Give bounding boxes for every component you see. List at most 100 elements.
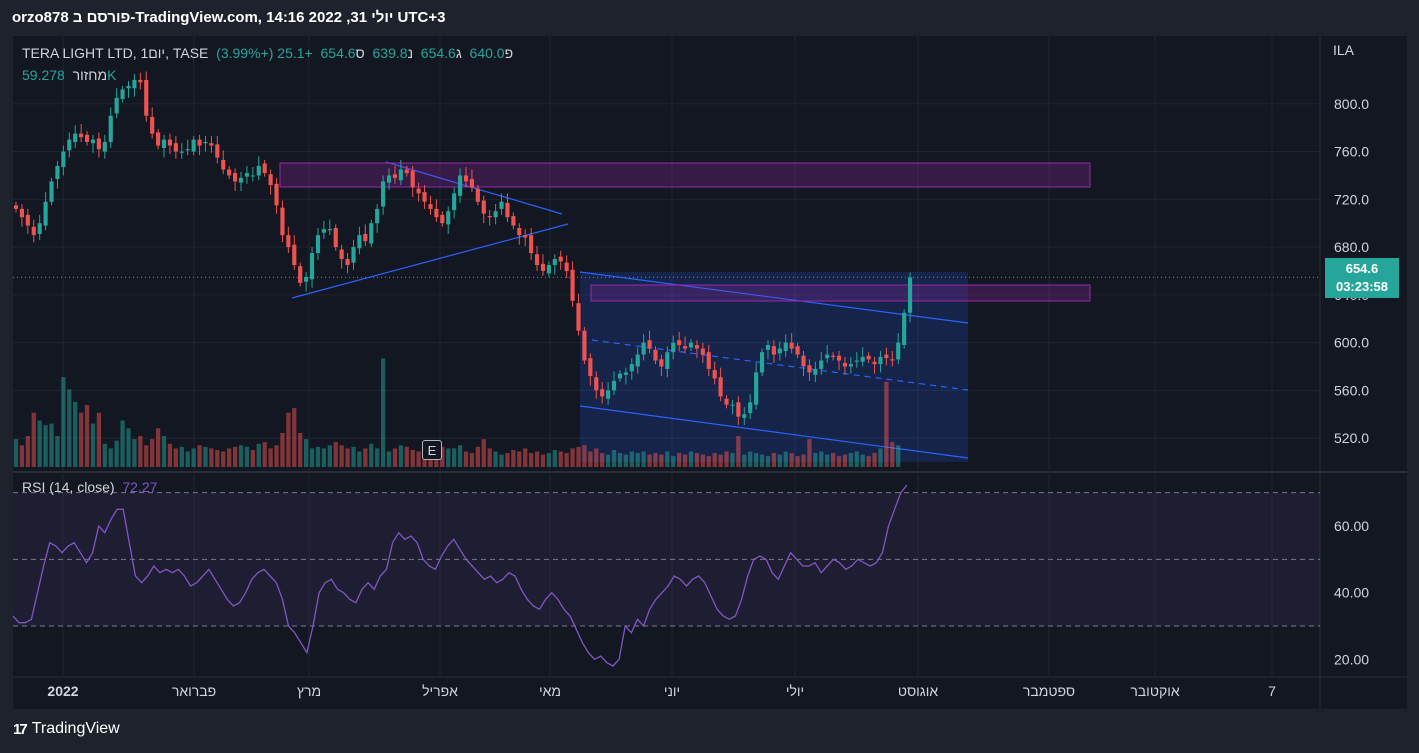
price-tick-label: 760.0 bbox=[1334, 144, 1369, 160]
volume-bar bbox=[493, 451, 498, 467]
volume-bar bbox=[215, 449, 220, 467]
volume-bar bbox=[150, 439, 155, 467]
price-tick-label: 800.0 bbox=[1334, 96, 1369, 112]
volume-bar bbox=[369, 443, 374, 467]
bar-countdown: 03:23:58 bbox=[1335, 279, 1389, 294]
volume-bar bbox=[588, 451, 593, 467]
candle-body bbox=[902, 312, 907, 346]
volume-bar bbox=[558, 451, 563, 467]
volume-label[interactable]: מחזור bbox=[72, 67, 108, 83]
candle-body bbox=[114, 97, 119, 114]
candle-body bbox=[825, 354, 830, 359]
volume-bar bbox=[268, 448, 273, 467]
candle-body bbox=[517, 227, 522, 236]
volume-bar bbox=[511, 449, 516, 467]
candle-body bbox=[724, 398, 729, 405]
volume-bar bbox=[392, 448, 398, 467]
candle-body bbox=[831, 355, 836, 357]
candle-body bbox=[416, 188, 421, 194]
rsi-tick-label: 20.00 bbox=[1334, 651, 1369, 667]
candle-body bbox=[244, 173, 249, 177]
volume-bar bbox=[298, 432, 303, 467]
candle-body bbox=[842, 362, 848, 367]
candle-body bbox=[61, 151, 66, 168]
footer-branding[interactable]: 17 TradingView bbox=[13, 720, 120, 738]
symbol-label[interactable]: TERA LIGHT LTD, 1יום, TASE bbox=[22, 45, 209, 61]
chart-panel[interactable] bbox=[13, 36, 1407, 709]
candle-body bbox=[647, 340, 652, 349]
candle-body bbox=[558, 256, 563, 262]
candle-body bbox=[765, 345, 771, 350]
volume-bar bbox=[155, 428, 161, 467]
candle-body bbox=[783, 342, 788, 351]
candle-body bbox=[398, 169, 403, 181]
volume-bar bbox=[19, 445, 25, 467]
candle-body bbox=[475, 188, 480, 202]
volume-bar bbox=[446, 448, 451, 467]
candle-body bbox=[363, 233, 368, 242]
volume-bar bbox=[623, 454, 628, 467]
candle-body bbox=[321, 229, 326, 233]
volume-bar bbox=[730, 453, 735, 467]
volume-bar bbox=[842, 454, 848, 467]
volume-bar bbox=[647, 454, 652, 467]
volume-bar bbox=[481, 439, 486, 467]
volume-bar bbox=[315, 446, 321, 467]
candle-body bbox=[813, 368, 818, 375]
candle-body bbox=[452, 193, 457, 211]
candle-body bbox=[126, 85, 131, 89]
candle-body bbox=[375, 208, 380, 224]
rsi-value: 72.27 bbox=[122, 479, 158, 495]
candle-body bbox=[333, 227, 338, 248]
candle-body bbox=[422, 192, 427, 202]
candle-body bbox=[31, 226, 36, 236]
volume-bar bbox=[517, 451, 522, 467]
candle-body bbox=[268, 174, 273, 185]
candle-body bbox=[611, 380, 617, 391]
volume-bar bbox=[43, 425, 48, 467]
candle-body bbox=[469, 179, 474, 188]
time-tick-label: מרץ bbox=[297, 683, 321, 699]
candle-body bbox=[493, 211, 498, 218]
time-tick-label: אוגוסט bbox=[898, 683, 939, 699]
volume-bar bbox=[694, 453, 700, 467]
candle-body bbox=[759, 352, 765, 373]
volume-bar bbox=[854, 451, 859, 467]
candle-body bbox=[173, 143, 178, 152]
low-value: 639.8 bbox=[372, 45, 408, 61]
volume-bar bbox=[653, 453, 658, 467]
rsi-label[interactable]: RSI (14, close) bbox=[22, 479, 115, 495]
candle-body bbox=[209, 143, 214, 146]
volume-bar bbox=[457, 445, 463, 467]
earnings-marker[interactable]: E bbox=[422, 440, 442, 460]
time-tick-label: מאי bbox=[539, 683, 561, 699]
volume-bar bbox=[830, 453, 836, 467]
volume-bar bbox=[765, 456, 771, 467]
rsi-tick-label: 40.00 bbox=[1334, 585, 1369, 601]
volume-bar bbox=[339, 445, 344, 467]
volume-bar bbox=[203, 446, 208, 467]
volume-bar bbox=[665, 451, 670, 467]
volume-bar bbox=[31, 412, 36, 467]
candle-body bbox=[505, 202, 510, 218]
candle-body bbox=[410, 170, 415, 188]
volume-bar bbox=[274, 445, 279, 467]
candle-body bbox=[801, 355, 806, 367]
candle-body bbox=[238, 177, 244, 183]
volume-bar bbox=[309, 448, 315, 467]
candle-body bbox=[552, 259, 557, 265]
candle-body bbox=[754, 372, 759, 405]
candle-body bbox=[523, 235, 528, 238]
candle-body bbox=[167, 139, 173, 146]
volume-bar bbox=[706, 456, 711, 467]
volume-bar bbox=[777, 454, 782, 467]
volume-bar bbox=[351, 446, 356, 467]
volume-bar bbox=[896, 445, 901, 467]
candle-body bbox=[606, 390, 611, 399]
close-key: ס bbox=[355, 45, 365, 61]
time-tick-label: יולי bbox=[786, 683, 804, 699]
candle-body bbox=[546, 265, 551, 274]
candle-body bbox=[309, 253, 315, 280]
volume-bar bbox=[487, 448, 492, 467]
